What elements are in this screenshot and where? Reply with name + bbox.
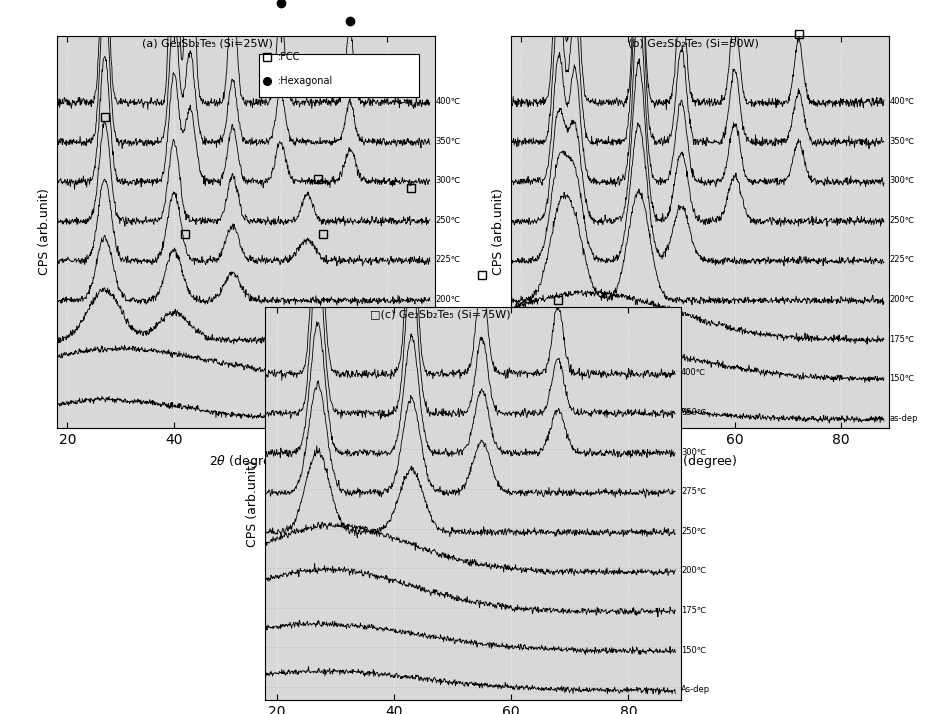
Text: 300℃: 300℃ <box>435 176 461 185</box>
Y-axis label: CPS (arb.unit): CPS (arb.unit) <box>246 460 259 547</box>
Text: 200℃: 200℃ <box>435 295 461 304</box>
Text: 350℃: 350℃ <box>435 136 461 146</box>
Text: 250℃: 250℃ <box>435 216 461 225</box>
Text: 150℃: 150℃ <box>889 374 915 383</box>
Text: as-dep: as-dep <box>435 414 464 423</box>
Y-axis label: CPS (arb.unit): CPS (arb.unit) <box>38 188 51 276</box>
Text: As-dep: As-dep <box>681 685 710 694</box>
Bar <box>259 54 419 97</box>
Text: 250℃: 250℃ <box>889 216 915 225</box>
Text: 400℃: 400℃ <box>681 368 707 377</box>
Text: □(c) Ge₂Sb₂Te₅ (Si=75W): □(c) Ge₂Sb₂Te₅ (Si=75W) <box>371 310 511 320</box>
Text: 175℃: 175℃ <box>889 335 915 343</box>
Text: 175℃: 175℃ <box>681 606 707 615</box>
Text: :FCC: :FCC <box>278 52 300 62</box>
X-axis label: 2$\theta$ (degree): 2$\theta$ (degree) <box>663 453 737 470</box>
Text: 300℃: 300℃ <box>681 448 707 456</box>
Text: 350℃: 350℃ <box>889 136 915 146</box>
Text: 225℃: 225℃ <box>435 256 461 264</box>
Text: 300℃: 300℃ <box>889 176 915 185</box>
Text: 225℃: 225℃ <box>889 256 915 264</box>
Text: (b) Ge₂Sb₂Te₅ (Si=50W): (b) Ge₂Sb₂Te₅ (Si=50W) <box>628 39 759 49</box>
Text: 150℃: 150℃ <box>681 645 707 655</box>
Text: :Hexagonal: :Hexagonal <box>278 76 333 86</box>
Text: 275℃: 275℃ <box>681 487 707 496</box>
X-axis label: 2$\theta$ (degree): 2$\theta$ (degree) <box>209 453 283 470</box>
Text: (a) Ge₂Sb₂Te₅ (Si=25W): (a) Ge₂Sb₂Te₅ (Si=25W) <box>142 39 272 49</box>
Y-axis label: CPS (arb.unit): CPS (arb.unit) <box>492 188 505 276</box>
Text: 200℃: 200℃ <box>889 295 915 304</box>
Text: 150℃: 150℃ <box>435 374 461 383</box>
Text: 350℃: 350℃ <box>681 408 707 417</box>
Text: 400℃: 400℃ <box>435 97 461 106</box>
Text: as-dep: as-dep <box>889 414 918 423</box>
Text: 175℃: 175℃ <box>435 335 461 343</box>
Text: 200℃: 200℃ <box>681 566 707 575</box>
Text: 400℃: 400℃ <box>889 97 915 106</box>
Text: 250℃: 250℃ <box>681 527 707 536</box>
